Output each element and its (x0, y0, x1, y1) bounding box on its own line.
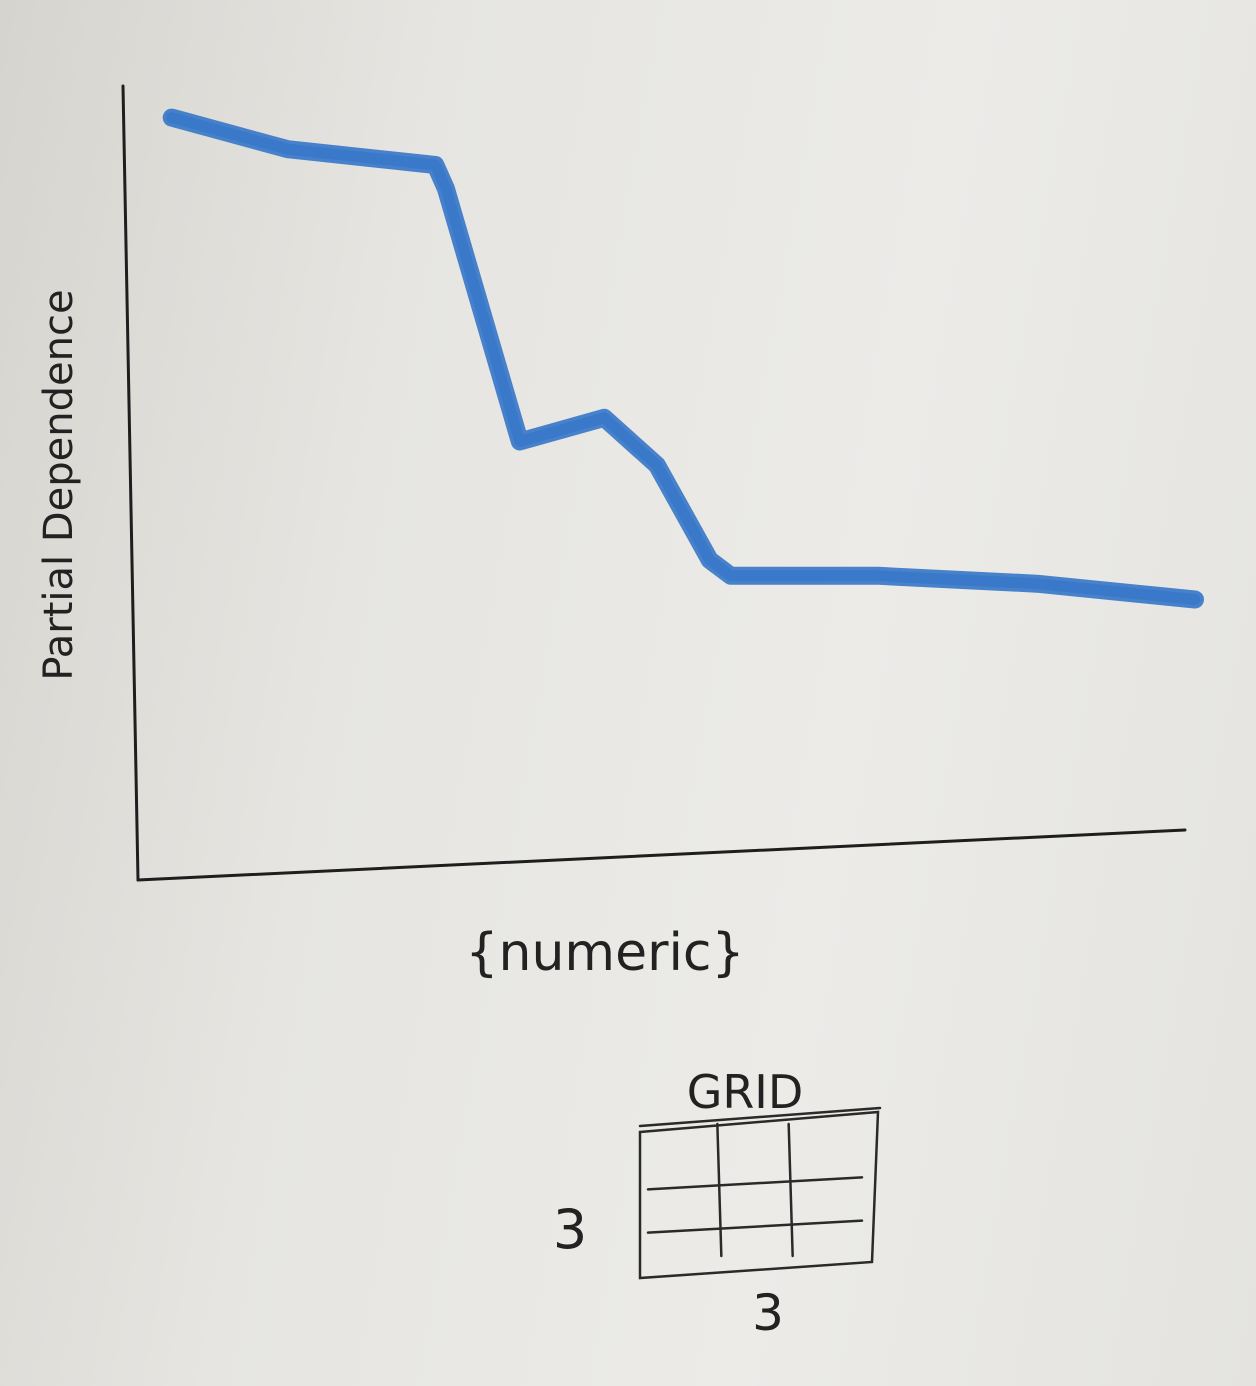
grid-cols-label: 3 (752, 1284, 784, 1342)
series-0-texture (162, 108, 1204, 609)
grid-title: GRID (687, 1065, 804, 1119)
grid-row-line (646, 1176, 864, 1191)
grid-top-stroke (638, 1106, 882, 1128)
x-axis (136, 828, 1187, 882)
grid-row-line (646, 1219, 864, 1234)
partial-dependence-chart: Partial Dependence {numeric} (36, 84, 1204, 983)
y-axis-label: Partial Dependence (36, 289, 82, 680)
x-axis-label: {numeric} (465, 923, 744, 983)
y-axis (121, 84, 140, 882)
series-0-line (166, 112, 1201, 605)
grid-outer-frame (638, 1110, 880, 1280)
grid-inset: GRID 3 3 (553, 1065, 882, 1342)
grid-col-line (716, 1122, 723, 1258)
grid-cells (646, 1122, 864, 1258)
grid-col-line (787, 1122, 794, 1258)
grid-rows-label: 3 (553, 1198, 587, 1261)
series-layer (162, 108, 1204, 609)
